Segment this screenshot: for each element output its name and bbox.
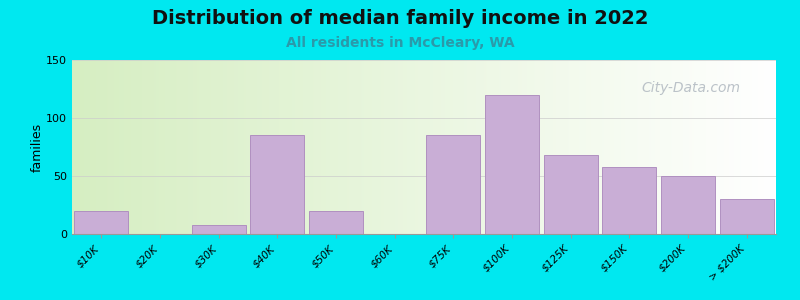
Y-axis label: families: families <box>30 122 43 172</box>
Bar <box>192 225 246 234</box>
Bar <box>74 211 128 234</box>
Bar <box>250 135 304 234</box>
Text: Distribution of median family income in 2022: Distribution of median family income in … <box>152 9 648 28</box>
Bar <box>720 199 774 234</box>
Bar <box>309 211 363 234</box>
Text: City-Data.com: City-Data.com <box>642 81 741 95</box>
Bar <box>485 95 539 234</box>
Bar <box>426 135 480 234</box>
Bar <box>602 167 656 234</box>
Text: All residents in McCleary, WA: All residents in McCleary, WA <box>286 36 514 50</box>
Bar <box>544 155 598 234</box>
Bar <box>661 176 715 234</box>
